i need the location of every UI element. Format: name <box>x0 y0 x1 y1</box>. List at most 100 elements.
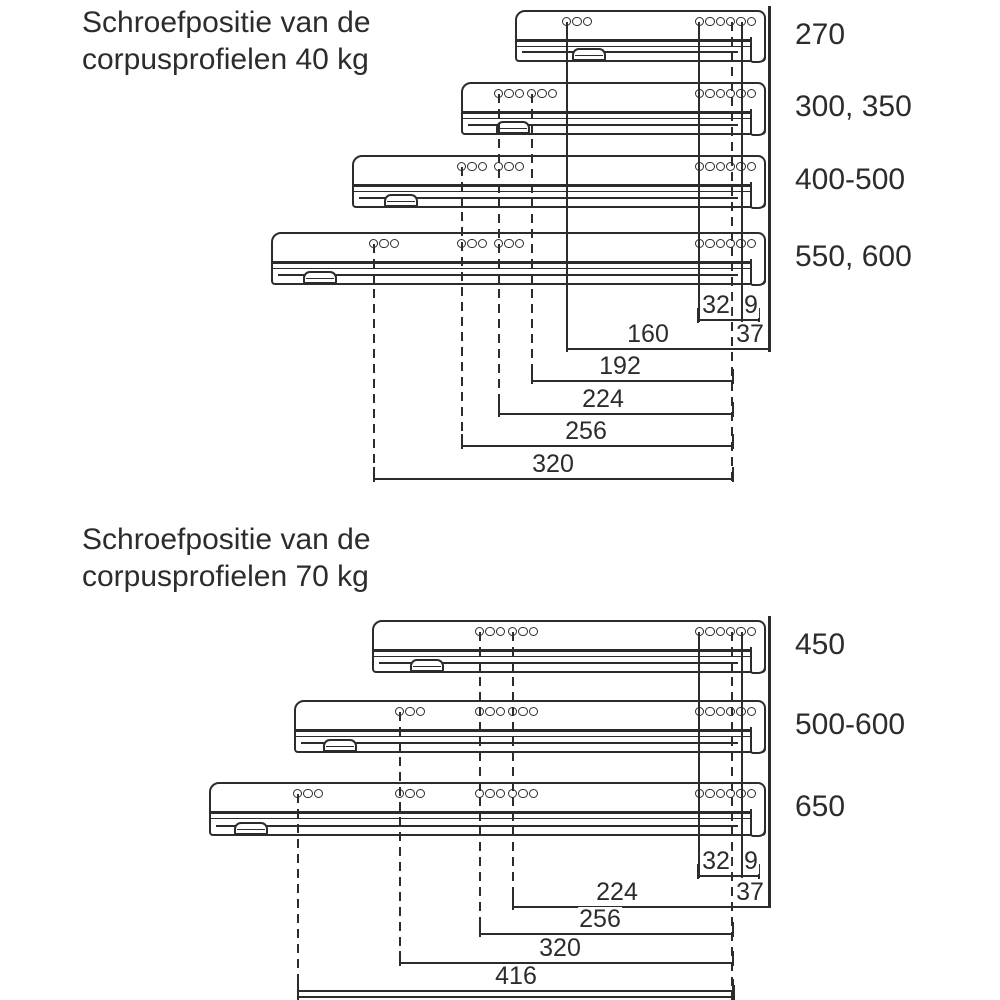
screw-hole-icon <box>514 161 525 171</box>
dimension-tick <box>566 337 568 352</box>
dimension-line <box>698 875 759 877</box>
screw-hole-icon <box>725 238 736 248</box>
screw-hole-icon <box>485 706 495 716</box>
dimension-label-256: 256 <box>578 905 622 933</box>
screw-hole-icon <box>736 706 746 716</box>
screw-hole-icon <box>736 626 746 636</box>
dimension-label-9: 9 <box>743 847 759 875</box>
construction-line <box>399 712 401 966</box>
screw-hole-icon <box>518 788 528 798</box>
rail-length-label-650: 650 <box>795 790 846 823</box>
rail-seam <box>296 729 758 732</box>
dimension-tick <box>732 369 734 384</box>
rail-bottom-lip <box>468 124 738 126</box>
screw-hole-icon <box>746 788 757 798</box>
dimension-line <box>298 990 733 992</box>
screw-hole-icon <box>389 238 400 248</box>
dimension-tick <box>461 434 463 449</box>
screw-hole-icon <box>514 238 525 248</box>
dimension-line <box>499 413 733 415</box>
screw-hole-group <box>292 788 324 801</box>
screw-hole-icon <box>705 88 715 98</box>
screw-hole-icon <box>514 88 525 98</box>
dimension-tick <box>758 864 760 879</box>
screw-hole-group <box>456 161 488 174</box>
screw-hole-icon <box>715 238 726 248</box>
screw-hole-icon <box>495 788 506 798</box>
screw-hole-icon <box>705 161 715 171</box>
screw-hole-icon <box>518 706 528 716</box>
screw-hole-icon <box>467 161 477 171</box>
release-latch <box>303 271 337 284</box>
dimension-line <box>298 996 734 998</box>
screw-hole-icon <box>467 238 477 248</box>
release-latch <box>496 121 530 134</box>
dimension-label-192: 192 <box>598 352 642 380</box>
screw-hole-icon <box>746 88 757 98</box>
screw-hole-icon <box>705 788 715 798</box>
screw-hole-group <box>725 238 757 251</box>
screw-hole-icon <box>547 88 558 98</box>
construction-line <box>531 94 533 384</box>
screw-hole-group <box>394 706 426 719</box>
screw-hole-icon <box>746 626 757 636</box>
dimension-line <box>532 380 733 382</box>
screw-hole-icon <box>725 16 736 26</box>
dimension-line <box>698 319 759 321</box>
screw-hole-group <box>694 626 726 639</box>
rail-seam <box>211 811 758 814</box>
dimension-label-320: 320 <box>531 450 575 478</box>
dimension-label-224: 224 <box>581 385 625 413</box>
rail-bottom-lip <box>278 274 738 276</box>
screw-hole-icon <box>537 88 547 98</box>
screw-hole-group <box>725 88 757 101</box>
rail-length-label-300-350: 300, 350 <box>795 90 912 123</box>
release-latch <box>323 739 357 752</box>
dimension-tick <box>531 369 533 384</box>
rail-bottom-lip <box>379 662 738 664</box>
screw-hole-icon <box>705 16 715 26</box>
construction-line <box>731 22 733 482</box>
screw-hole-icon <box>715 626 726 636</box>
screw-hole-group <box>725 626 757 639</box>
rail-300-350 <box>461 82 766 136</box>
rail-length-label-500-600: 500-600 <box>795 708 906 741</box>
section-title-70kg: Schroefpositie van de corpusprofielen 70… <box>82 521 371 595</box>
screw-hole-icon <box>405 706 415 716</box>
construction-line <box>373 244 375 482</box>
screw-hole-icon <box>725 626 736 636</box>
rail-length-label-400-500: 400-500 <box>795 163 906 196</box>
screw-hole-icon <box>518 626 528 636</box>
construction-line <box>731 632 733 1000</box>
screw-hole-group <box>725 16 757 29</box>
dimension-tick <box>732 922 734 937</box>
screw-hole-icon <box>477 161 488 171</box>
dimension-tick <box>697 864 699 879</box>
construction-line <box>566 22 568 352</box>
title-line-1: Schroefpositie van de <box>82 6 371 39</box>
screw-hole-icon <box>379 238 389 248</box>
dimension-tick <box>732 979 734 994</box>
rail-seam <box>517 39 758 42</box>
construction-line <box>498 94 500 417</box>
screw-hole-icon <box>495 626 506 636</box>
dimension-tick <box>732 467 734 482</box>
dimension-tick <box>697 308 699 323</box>
rail-650 <box>209 782 766 837</box>
screw-hole-icon <box>415 706 426 716</box>
screw-hole-icon <box>736 238 746 248</box>
screw-hole-icon <box>303 788 313 798</box>
dimension-label-37: 37 <box>735 878 765 906</box>
screw-hole-icon <box>477 238 488 248</box>
rail-seam <box>354 184 758 187</box>
dimension-line <box>462 445 733 447</box>
screw-hole-icon <box>485 626 495 636</box>
dimension-label-224: 224 <box>595 878 639 906</box>
release-latch <box>410 659 444 672</box>
screw-hole-group <box>725 706 757 719</box>
screw-hole-icon <box>715 161 726 171</box>
screw-hole-icon <box>705 626 715 636</box>
rail-500-600 <box>294 700 766 754</box>
dimension-label-256: 256 <box>564 417 608 445</box>
